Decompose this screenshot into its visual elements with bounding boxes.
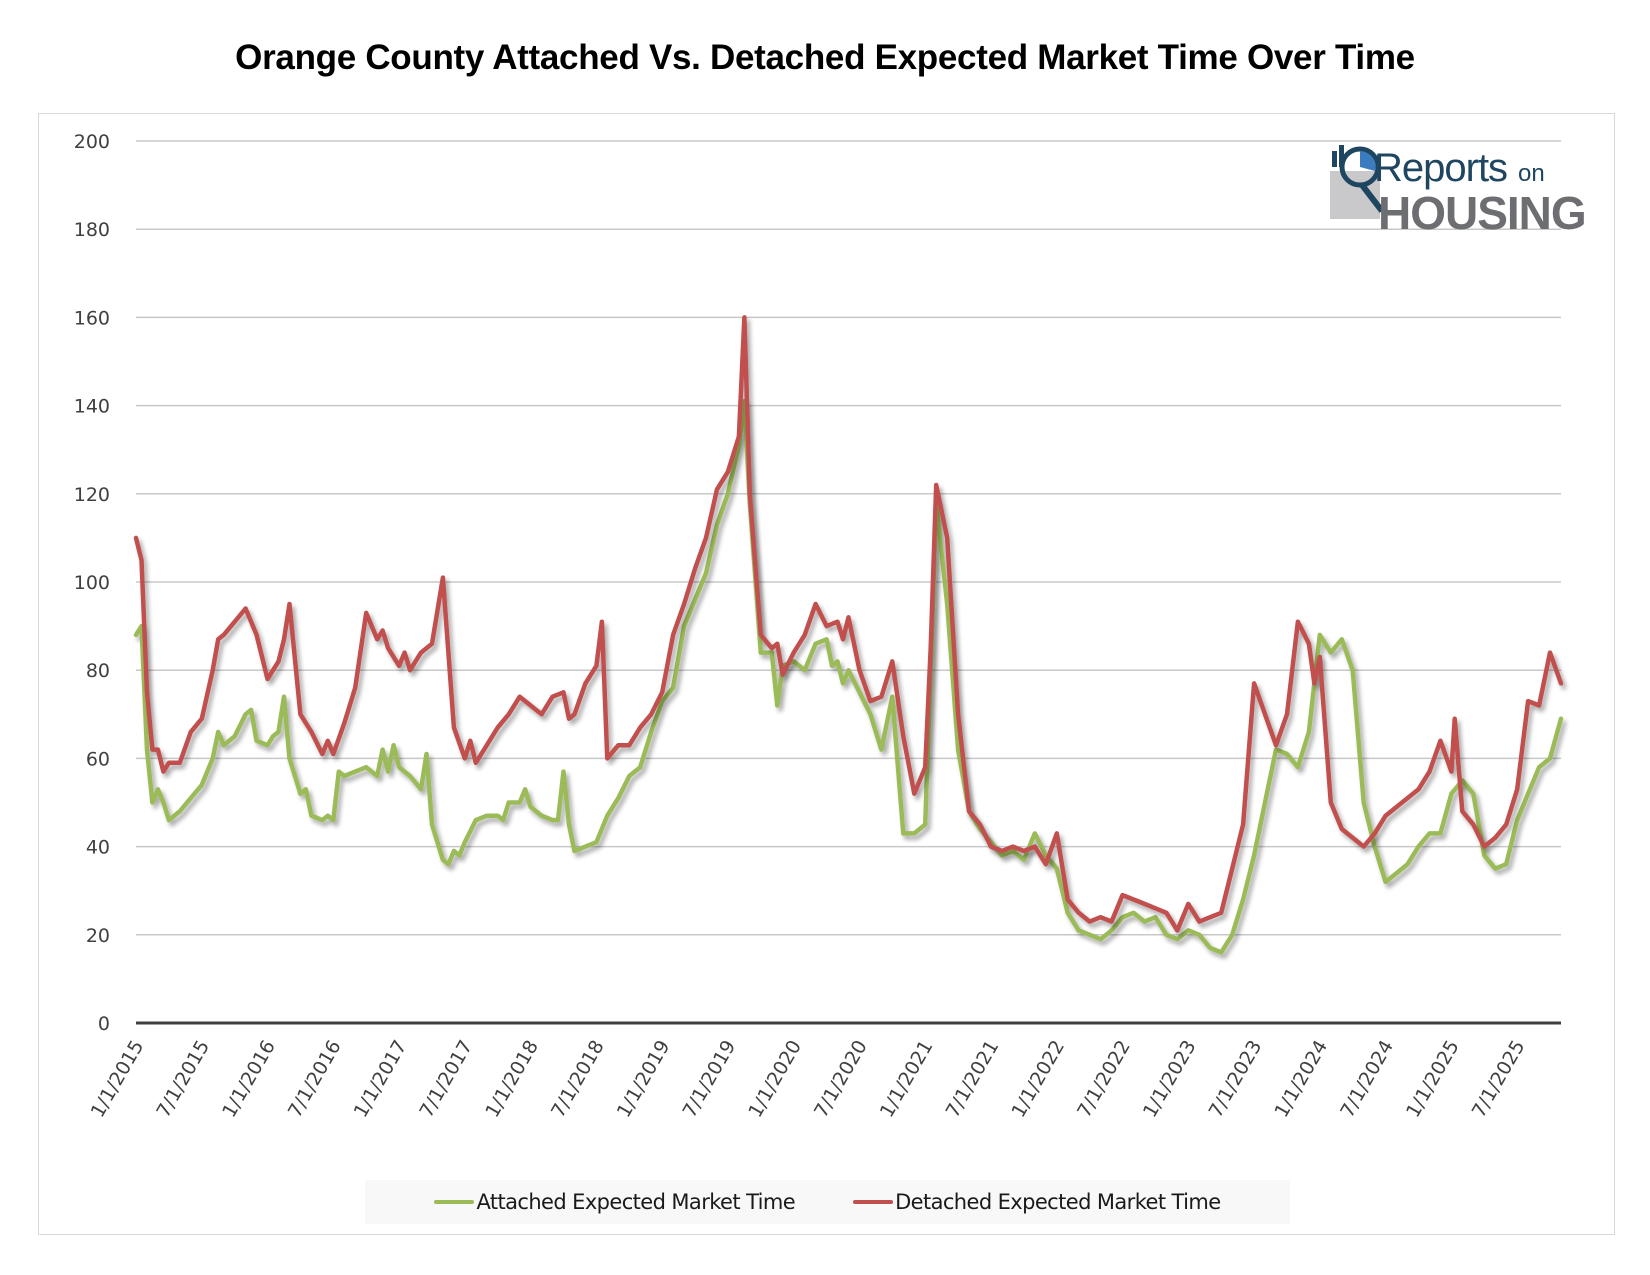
x-tick-label: 7/1/2025	[1468, 1037, 1530, 1122]
magnifier-icon	[1339, 146, 1381, 188]
x-tick-label: 1/1/2022	[1007, 1037, 1069, 1122]
magnifier-handle-icon	[1359, 183, 1385, 213]
y-tick-label: 160	[74, 307, 110, 329]
x-tick-label: 7/1/2023	[1205, 1037, 1267, 1122]
logo-bar-icon	[1339, 145, 1344, 167]
y-tick-label: 120	[74, 484, 110, 506]
legend-item-attached: Attached Expected Market Time	[434, 1190, 796, 1214]
logo-housing-text: HOUSING	[1378, 187, 1585, 233]
legend-label-attached: Attached Expected Market Time	[476, 1190, 796, 1214]
x-tick-label: 7/1/2022	[1073, 1037, 1135, 1122]
x-tick-label: 1/1/2015	[87, 1037, 149, 1122]
x-tick-label: 1/1/2018	[481, 1037, 543, 1122]
attached-series-line	[133, 398, 1564, 955]
reports-on-housing-logo: Reports on HOUSING	[1330, 145, 1585, 233]
x-tick-label: 7/1/2017	[415, 1037, 477, 1122]
x-tick-label: 1/1/2019	[613, 1037, 675, 1122]
x-axis-ticks: 1/1/2015 7/1/2015 1/1/2016 7/1/2016 1/1/2017…	[87, 1037, 1530, 1122]
logo-on-text: on	[1518, 160, 1545, 187]
x-tick-label: 7/1/2021	[942, 1037, 1004, 1122]
y-axis-ticks: 0 20 40 60 80 100 120 140 160 180 200	[74, 131, 110, 1035]
detached-series-line	[133, 315, 1564, 933]
x-tick-label: 7/1/2015	[152, 1037, 214, 1122]
x-tick-label: 1/1/2020	[744, 1037, 806, 1122]
legend-label-detached: Detached Expected Market Time	[895, 1190, 1221, 1214]
series-lines	[133, 315, 1564, 955]
x-tick-label: 7/1/2018	[547, 1037, 609, 1122]
x-tick-label: 7/1/2024	[1336, 1037, 1398, 1122]
y-tick-label: 80	[86, 660, 110, 682]
logo-reports-text: Reports	[1374, 146, 1507, 190]
x-tick-label: 1/1/2023	[1139, 1037, 1201, 1122]
x-tick-label: 1/1/2025	[1402, 1037, 1464, 1122]
chart-title: Orange County Attached Vs. Detached Expe…	[235, 38, 1415, 77]
y-tick-label: 0	[98, 1013, 110, 1035]
y-tick-label: 20	[86, 925, 110, 947]
pie-icon	[1360, 151, 1376, 171]
y-tick-label: 200	[74, 131, 110, 153]
y-tick-label: 100	[74, 572, 110, 594]
x-tick-label: 1/1/2017	[350, 1037, 412, 1122]
y-tick-label: 180	[74, 219, 110, 241]
y-tick-label: 40	[86, 837, 110, 859]
y-tick-label: 140	[74, 396, 110, 418]
chart-legend: Attached Expected Market Time Detached E…	[365, 1180, 1290, 1224]
legend-swatch-detached	[853, 1200, 894, 1204]
x-tick-label: 1/1/2024	[1270, 1037, 1332, 1122]
x-tick-label: 1/1/2016	[218, 1037, 280, 1122]
x-tick-label: 1/1/2021	[876, 1037, 938, 1122]
legend-item-detached: Detached Expected Market Time	[853, 1190, 1221, 1214]
logo-bar-icon	[1332, 151, 1337, 167]
y-tick-label: 60	[86, 748, 110, 770]
x-tick-label: 7/1/2016	[284, 1037, 346, 1122]
x-tick-label: 7/1/2020	[810, 1037, 872, 1122]
x-tick-label: 7/1/2019	[679, 1037, 741, 1122]
legend-swatch-attached	[434, 1200, 475, 1204]
gridlines	[136, 140, 1561, 1025]
